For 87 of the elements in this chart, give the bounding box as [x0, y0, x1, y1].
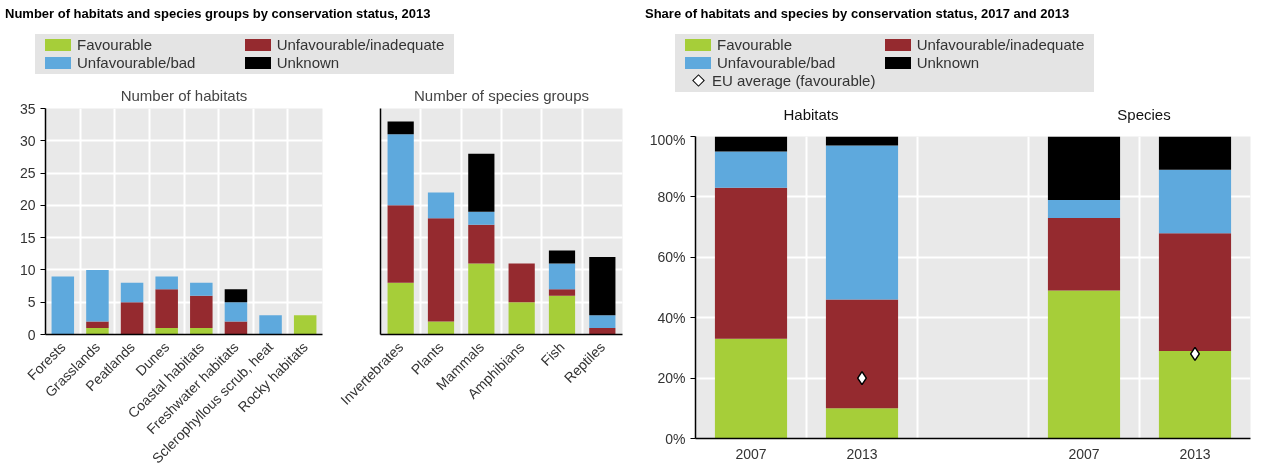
bar — [387, 204, 414, 283]
legend-label: Favourable — [77, 34, 153, 55]
bar — [155, 327, 178, 335]
bar — [224, 321, 248, 335]
bar — [468, 153, 495, 212]
bar — [387, 282, 414, 335]
x-tick-label: 2007 — [1068, 445, 1100, 462]
x-tick-label: 2013 — [846, 445, 878, 462]
y-tick-label: 10 — [19, 261, 36, 278]
bar — [1047, 217, 1121, 291]
bar — [825, 145, 899, 300]
bar — [714, 151, 788, 188]
text: Habitats — [783, 104, 839, 125]
bar — [387, 133, 414, 205]
bar — [825, 299, 899, 408]
bar — [825, 407, 899, 439]
bar — [548, 288, 576, 296]
y-tick-label: 40% — [657, 309, 686, 326]
y-tick-label: 80% — [657, 188, 686, 205]
bar — [190, 327, 213, 335]
bar — [259, 314, 282, 335]
y-tick-label: 100% — [649, 131, 686, 148]
bar — [51, 275, 75, 335]
bar — [589, 327, 616, 335]
y-tick-label: 20 — [19, 196, 36, 213]
bar — [86, 321, 109, 328]
bar — [155, 275, 178, 289]
y-tick-label: 20% — [657, 369, 686, 386]
bar — [224, 288, 248, 302]
bar — [1047, 136, 1121, 200]
bar — [1158, 136, 1232, 170]
bar — [508, 301, 535, 335]
bar — [120, 301, 144, 335]
x-tick-label: 2013 — [1179, 445, 1211, 462]
bar — [190, 295, 213, 328]
bar — [155, 288, 178, 328]
bar — [714, 136, 788, 152]
chart-subtitle: Number of habitats — [120, 86, 248, 104]
bar — [86, 327, 109, 335]
y-tick-label: 0% — [665, 430, 686, 447]
bar — [1158, 232, 1232, 351]
bar — [427, 192, 455, 218]
legend-label: Unfavourable/bad — [717, 52, 836, 73]
x-tick-label: Fish — [537, 338, 568, 369]
bar — [468, 263, 495, 335]
bar — [224, 301, 248, 322]
bar — [120, 282, 144, 302]
legend-label: Favourable — [717, 34, 793, 55]
legend-label: Unfavourable/bad — [77, 52, 196, 73]
y-tick-label: 5 — [27, 293, 36, 310]
bar — [86, 269, 109, 322]
chart-title: Share of habitats and species by conservation status, 2017 and 2013 — [645, 5, 1070, 23]
x-tick-label: 2007 — [735, 445, 767, 462]
text: Species — [1117, 104, 1171, 125]
y-tick-label: 0 — [27, 326, 36, 343]
bar — [427, 217, 455, 322]
y-tick-label: 35 — [19, 100, 36, 117]
bar — [548, 263, 576, 289]
legend-label: Unfavourable/inadequate — [916, 34, 1085, 55]
bar — [508, 263, 535, 302]
legend-label: EU average (favourable) — [712, 70, 876, 91]
bar — [468, 224, 495, 264]
y-tick-label: 15 — [19, 229, 36, 246]
legend-label: Unknown — [276, 53, 340, 73]
y-tick-label: 30 — [19, 132, 36, 149]
legend-label: Unfavourable/inadequate — [276, 34, 445, 55]
bar — [387, 120, 414, 134]
bar — [1047, 199, 1121, 218]
bar — [548, 295, 576, 335]
bar — [714, 187, 788, 339]
y-tick-label: 60% — [657, 248, 686, 265]
bar — [293, 314, 317, 335]
bar — [427, 321, 455, 335]
bar — [714, 338, 788, 439]
bar — [825, 136, 899, 146]
bar — [589, 314, 616, 328]
legend-label: Unknown — [916, 53, 980, 73]
bar — [190, 282, 213, 296]
bar — [468, 211, 495, 225]
bar — [589, 256, 616, 315]
y-tick-label: 25 — [19, 164, 36, 181]
bar — [548, 250, 576, 264]
chart-title: Number of habitats and species groups by conservation status, 2013 — [5, 5, 431, 23]
bar — [1158, 350, 1232, 439]
bar — [1047, 290, 1121, 439]
chart-subtitle: Number of species groups — [413, 86, 590, 104]
bar — [1158, 169, 1232, 233]
